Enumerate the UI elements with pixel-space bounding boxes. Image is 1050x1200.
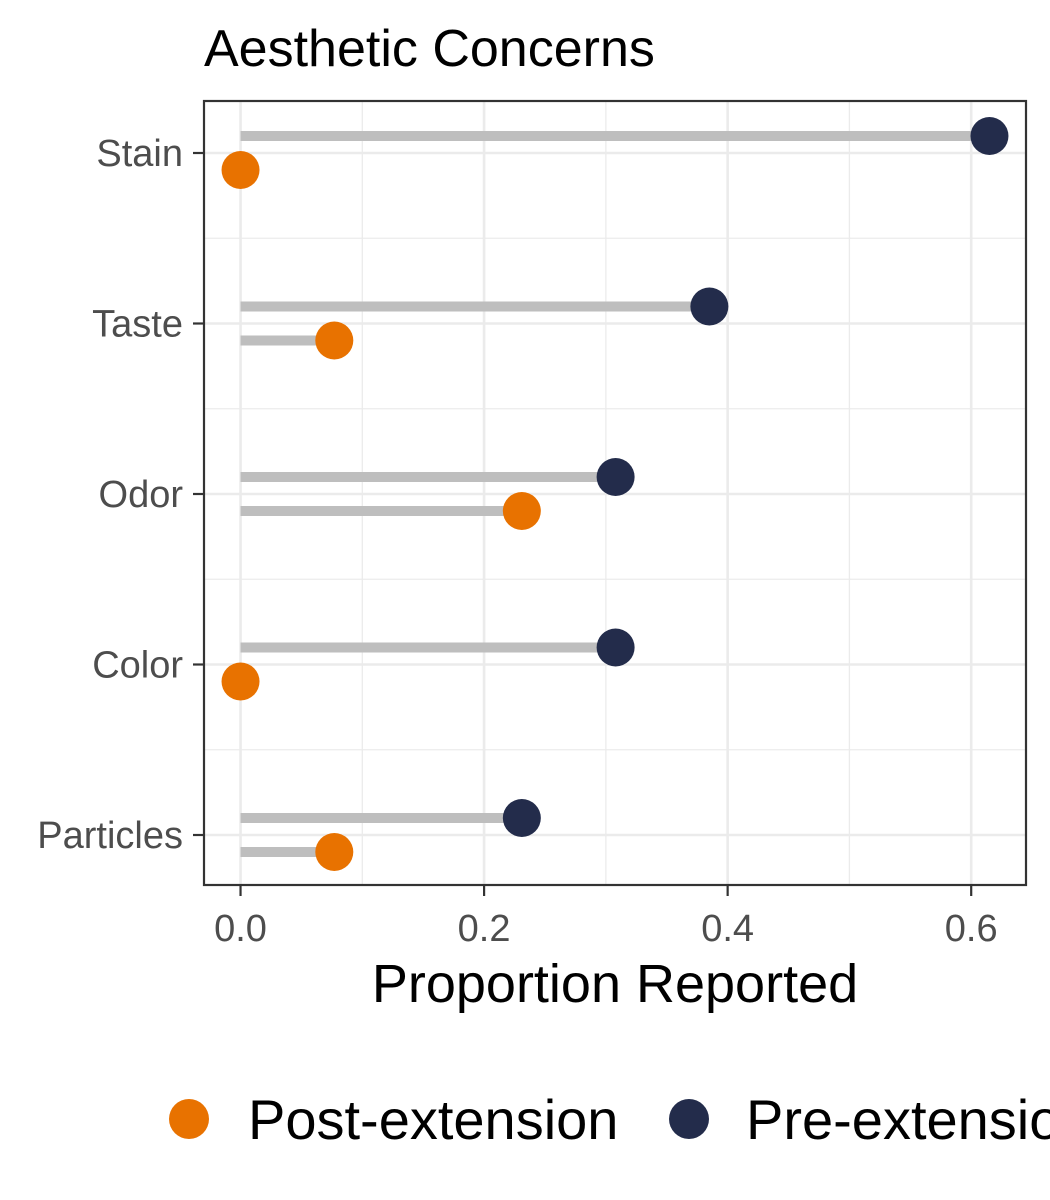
legend: Post-extension Pre-extension — [169, 1088, 1050, 1151]
legend-label-post-extension: Post-extension — [248, 1088, 618, 1151]
y-tick-label: Color — [92, 645, 183, 687]
legend-key-pre-extension — [669, 1099, 709, 1139]
y-tick-label: Stain — [96, 133, 183, 175]
point-post-extension-taste — [315, 321, 354, 360]
legend-label-pre-extension: Pre-extension — [746, 1088, 1050, 1151]
y-tick-label: Taste — [92, 304, 183, 346]
point-pre-extension-taste — [690, 287, 729, 326]
point-pre-extension-particles — [502, 799, 541, 837]
point-post-extension-particles — [315, 833, 354, 871]
x-axis-title: Proportion Reported — [372, 954, 858, 1014]
x-tick-label: 0.2 — [458, 908, 511, 950]
point-pre-extension-color — [596, 628, 635, 667]
legend-key-post-extension — [169, 1099, 209, 1139]
chart-title: Aesthetic Concerns — [204, 20, 655, 78]
x-tick-label: 0.6 — [945, 908, 998, 950]
y-tick-label: Particles — [37, 815, 183, 857]
x-tick-label: 0.4 — [701, 908, 754, 950]
point-post-extension-color — [221, 662, 260, 701]
y-axis: Stain Taste Odor Color Particles — [37, 133, 204, 857]
point-pre-extension-stain — [970, 117, 1009, 155]
x-tick-label: 0.0 — [214, 908, 267, 950]
point-post-extension-odor — [502, 492, 541, 530]
data-points — [221, 117, 1009, 871]
point-post-extension-stain — [221, 151, 260, 189]
point-pre-extension-odor — [596, 458, 635, 496]
y-tick-label: Odor — [99, 474, 184, 516]
x-axis: 0.0 0.2 0.4 0.6 — [214, 885, 998, 950]
